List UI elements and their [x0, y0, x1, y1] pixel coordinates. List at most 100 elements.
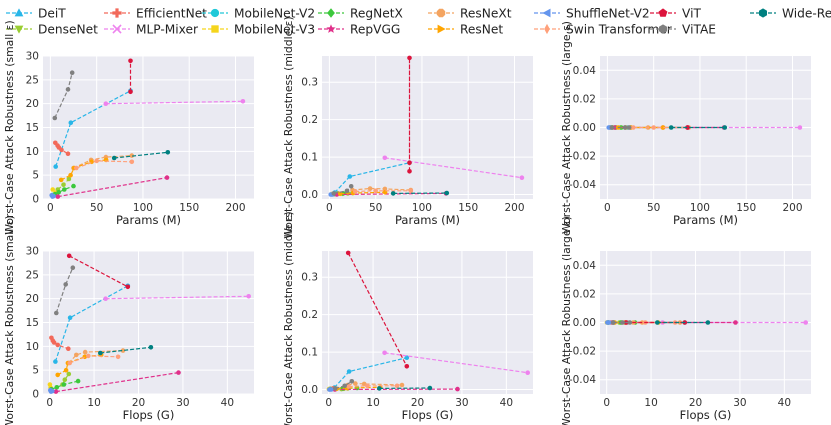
y-tick-label: 0.00 — [573, 317, 596, 329]
y-tick-label: 10 — [26, 146, 39, 158]
x-tick-label: 50 — [369, 202, 382, 214]
series-line — [54, 285, 129, 362]
series-line — [51, 380, 79, 390]
x-tick-label: 200 — [782, 202, 802, 214]
data-point — [62, 187, 67, 192]
legend-entry: Swin Transformer — [534, 23, 673, 37]
data-point — [246, 294, 251, 299]
data-point — [611, 320, 616, 325]
x-tick-label: 200 — [504, 202, 524, 214]
legend-entry: ResNet — [428, 23, 503, 37]
data-point — [337, 191, 343, 197]
legend-label: ResNeXt — [460, 7, 512, 21]
y-tick-label: -0.04 — [569, 374, 596, 386]
x-tick-label: 150 — [458, 202, 478, 214]
data-point — [344, 188, 350, 194]
data-point — [353, 189, 358, 194]
series — [52, 70, 75, 121]
legend-label: ViTAE — [682, 23, 716, 37]
data-point — [74, 165, 79, 171]
y-axis-label: Worst-Case Attack Robustness (small ε) — [3, 215, 16, 425]
y-tick-label: 15 — [26, 122, 39, 134]
series — [66, 253, 131, 290]
legend-marker — [14, 25, 24, 34]
series — [67, 353, 121, 366]
series-line — [68, 255, 129, 288]
subplot: 0.0 0.1 0.2 0.3 0 10 20 30 40 Flops (G) Worst-Case… — [282, 211, 533, 425]
subplot: 0 5 10 15 20 25 30 0 10 20 30 40 Flops (G) Worst-Case… — [3, 215, 254, 425]
legend-entry: MobileNet-V3 — [202, 23, 315, 37]
y-tick-label: 0.2 — [301, 309, 318, 321]
legend-entry: ResNeXt — [428, 7, 512, 21]
x-tick-label: 20 — [132, 397, 145, 409]
data-point — [125, 284, 131, 290]
data-point — [129, 159, 135, 165]
series — [345, 250, 410, 369]
y-axis-label: Worst-Case Attack Robustness (large ε) — [560, 21, 573, 234]
series — [345, 381, 405, 388]
x-tick-label: 100 — [690, 202, 710, 214]
data-point — [427, 385, 433, 391]
x-tick-label: 40 — [778, 397, 791, 409]
y-tick-label: 0.3 — [301, 272, 318, 284]
data-point — [348, 184, 354, 189]
legend-marker — [542, 8, 551, 18]
data-point — [622, 125, 628, 130]
x-tick-label: 0 — [326, 202, 333, 214]
data-point — [51, 193, 56, 199]
series — [605, 320, 612, 325]
data-point — [353, 381, 358, 386]
legend-label: DenseNet — [38, 23, 98, 37]
data-point — [373, 188, 379, 194]
data-point — [50, 388, 55, 394]
series — [54, 265, 76, 316]
y-tick-label: 15 — [26, 317, 39, 329]
legend-label: RegNetX — [350, 7, 403, 21]
x-tick-label: 50 — [90, 202, 103, 214]
legend-marker — [759, 8, 767, 18]
y-tick-label: 0.1 — [301, 347, 318, 359]
x-tick-label: 0 — [325, 397, 332, 409]
data-point — [655, 320, 660, 325]
legend-entry: EfficientNet — [104, 7, 207, 21]
series — [128, 58, 133, 95]
legend: DeiT DenseNet EfficientNet MLP-Mixer MobileN… — [6, 7, 831, 37]
x-axis-label: Flops (G) — [402, 408, 454, 422]
data-point — [66, 371, 72, 377]
data-point — [240, 99, 246, 104]
data-point — [346, 369, 352, 374]
plot-area — [322, 251, 533, 394]
y-tick-label: 0.04 — [573, 65, 597, 77]
data-point — [797, 125, 803, 130]
data-point — [68, 172, 73, 178]
data-point — [53, 389, 59, 394]
series-line — [347, 382, 403, 386]
series — [655, 320, 711, 325]
data-point — [627, 320, 633, 325]
data-point — [377, 386, 382, 391]
x-tick-label: 40 — [500, 397, 513, 409]
legend-marker — [544, 23, 550, 35]
data-point — [82, 349, 88, 355]
data-point — [733, 320, 738, 325]
y-tick-label: 20 — [26, 293, 39, 305]
x-tick-label: 20 — [411, 397, 424, 409]
series — [53, 140, 71, 156]
x-tick-label: 0 — [47, 202, 54, 214]
series — [382, 155, 525, 180]
data-point — [66, 346, 71, 352]
series-line — [55, 372, 179, 393]
data-point — [176, 370, 181, 375]
legend-label: MobileNet-V3 — [234, 23, 315, 37]
series — [382, 350, 530, 376]
series — [103, 294, 251, 302]
data-point — [626, 125, 632, 130]
series-line — [57, 354, 102, 376]
series-line — [73, 155, 132, 169]
x-tick-label: 10 — [366, 397, 379, 409]
series — [103, 99, 246, 106]
data-point — [54, 385, 60, 390]
data-point — [53, 359, 58, 364]
y-tick-label: 0.04 — [573, 260, 597, 272]
data-point — [66, 253, 72, 259]
